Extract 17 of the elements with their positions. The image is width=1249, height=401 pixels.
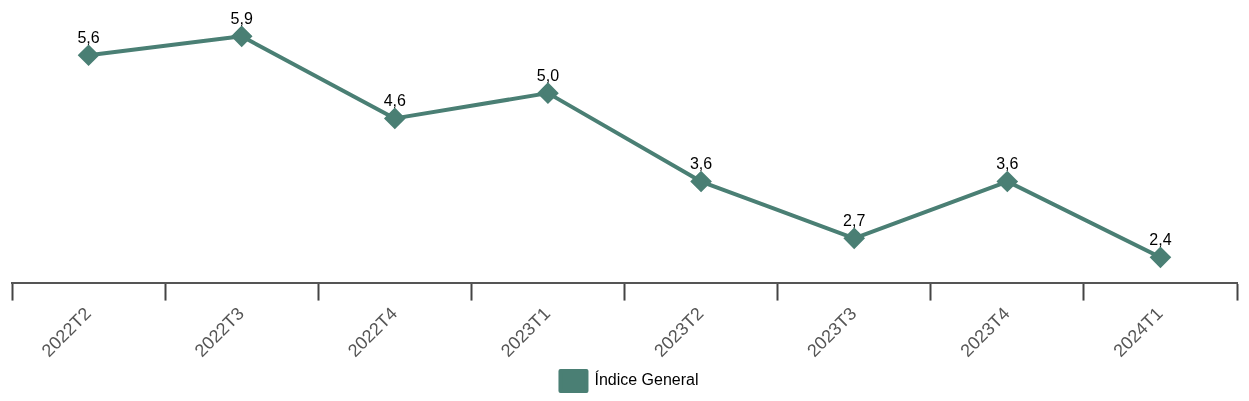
point: [78, 45, 99, 66]
point: [844, 228, 865, 249]
data-label: 5,9: [230, 9, 253, 27]
data-label: 5,6: [77, 28, 100, 46]
point: [384, 108, 405, 129]
point: [997, 171, 1018, 192]
data-label: 2,7: [843, 211, 866, 229]
data-label: 3,6: [996, 154, 1019, 172]
data-label: 4,6: [383, 91, 407, 109]
point: [691, 171, 712, 192]
point: [1150, 247, 1171, 268]
data-label: 2,4: [1149, 230, 1172, 248]
point: [231, 26, 252, 47]
data-label: 3,6: [689, 154, 713, 172]
point: [537, 83, 558, 104]
legend-label: Índice General: [594, 370, 699, 389]
data-label: 5,0: [536, 66, 560, 84]
